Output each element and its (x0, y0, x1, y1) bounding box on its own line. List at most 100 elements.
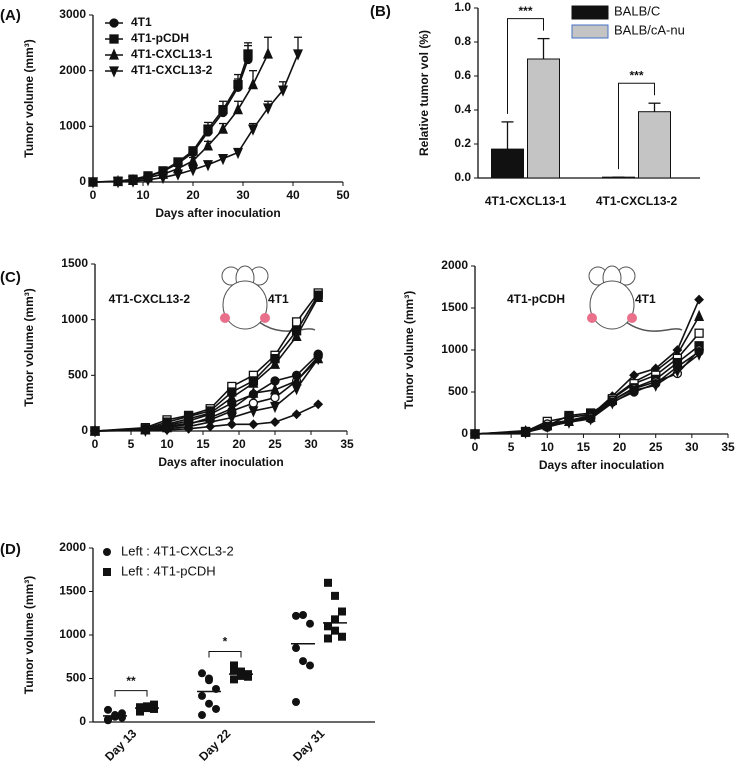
y-tick-label: 2000 (59, 63, 86, 77)
mouse-icon (220, 265, 316, 332)
legend-label: Left : 4T1-CXCL3-2 (121, 543, 234, 558)
x-tick-label: Day 22 (196, 726, 233, 763)
marker (262, 47, 274, 59)
y-tick-label: 0 (79, 714, 86, 728)
marker (306, 619, 314, 628)
marker (292, 644, 300, 653)
panel-label: (A) (0, 7, 21, 24)
marker (87, 177, 99, 189)
marker (157, 172, 169, 185)
panel-label: (D) (0, 541, 21, 558)
y-axis-label: Tumor volume (mm³) (22, 576, 36, 694)
legend-label: 4T1-CXCL13-1 (131, 47, 213, 61)
series-line (94, 292, 319, 432)
y-tick-label: 1000 (441, 342, 468, 356)
y-axis-label: Tumor volume (mm³) (402, 291, 416, 409)
legend-marker (103, 568, 111, 576)
marker (205, 699, 213, 708)
marker (291, 317, 302, 327)
marker (232, 147, 244, 160)
legend-label: 4T1-CXCL13-2 (131, 63, 213, 77)
marker (247, 124, 259, 136)
annotation: *** (518, 4, 532, 18)
y-tick-label: 2000 (441, 258, 468, 272)
annotation: *** (629, 68, 643, 82)
marker (338, 607, 346, 616)
marker (313, 290, 324, 303)
marker (198, 711, 206, 720)
legend-marker (108, 48, 120, 60)
x-tick-label: 10 (136, 188, 150, 202)
marker (694, 294, 705, 305)
panel-label: (B) (370, 3, 391, 20)
marker (313, 353, 324, 366)
x-tick-label: 10 (541, 440, 555, 454)
x-tick-label: 15 (577, 440, 591, 454)
marker (183, 423, 194, 434)
marker (248, 419, 259, 430)
marker (187, 165, 199, 177)
x-tick-label: 30 (236, 188, 250, 202)
marker (237, 667, 245, 676)
marker (212, 704, 220, 713)
x-axis-label: Days after inoculation (158, 455, 283, 469)
annotation: 4T1 (635, 292, 656, 306)
marker (248, 398, 259, 408)
marker (203, 124, 213, 134)
marker (188, 146, 198, 156)
marker (187, 154, 199, 166)
y-axis-label: Relative tumor vol (%) (417, 30, 431, 156)
x-tick-label: 4T1-CXCL13-2 (596, 194, 678, 208)
marker (324, 634, 332, 643)
marker (694, 328, 704, 338)
legend-label: BALB/C (614, 3, 660, 18)
marker (142, 175, 154, 187)
legend-swatch (571, 24, 609, 39)
y-tick-label: 0.2 (454, 136, 471, 150)
marker (237, 671, 245, 680)
marker (104, 716, 112, 725)
y-axis-label: Tumor volume (mm³) (22, 288, 36, 406)
marker (520, 427, 531, 439)
marker (299, 610, 307, 619)
x-tick-label: Day 31 (290, 726, 327, 763)
x-tick-label: 0 (92, 437, 99, 451)
series-line (94, 353, 319, 432)
marker (291, 409, 302, 420)
x-tick-label: 35 (340, 437, 354, 451)
significance-bracket (618, 82, 655, 170)
marker (198, 691, 206, 700)
marker (248, 386, 259, 398)
y-tick-label: 1.0 (454, 0, 471, 14)
series-line (92, 59, 249, 183)
marker (469, 429, 481, 441)
marker (217, 153, 229, 166)
marker (111, 711, 119, 720)
y-tick-label: 1000 (59, 119, 86, 133)
significance-bracket (208, 650, 242, 658)
marker (269, 383, 281, 395)
marker (90, 426, 100, 436)
legend-label: Left : 4T1-pCDH (121, 563, 216, 578)
y-tick-label: 1500 (441, 300, 468, 314)
y-tick-label: 3000 (59, 7, 86, 21)
marker (607, 398, 618, 410)
x-tick-label: 25 (649, 440, 663, 454)
y-axis-label: Tumor volume (mm³) (22, 39, 36, 157)
annotation: 4T1-pCDH (507, 292, 565, 306)
marker (269, 357, 281, 369)
y-tick-label: 500 (68, 368, 88, 382)
series-line (474, 353, 700, 435)
marker (694, 349, 705, 361)
marker (292, 697, 300, 706)
marker (112, 177, 124, 189)
significance-bracket (507, 18, 544, 114)
marker (230, 675, 238, 684)
marker (232, 103, 244, 115)
marker (217, 122, 229, 134)
marker (338, 632, 346, 641)
marker (205, 421, 216, 432)
bar (638, 111, 671, 179)
marker (127, 176, 139, 188)
series-line (94, 403, 319, 432)
